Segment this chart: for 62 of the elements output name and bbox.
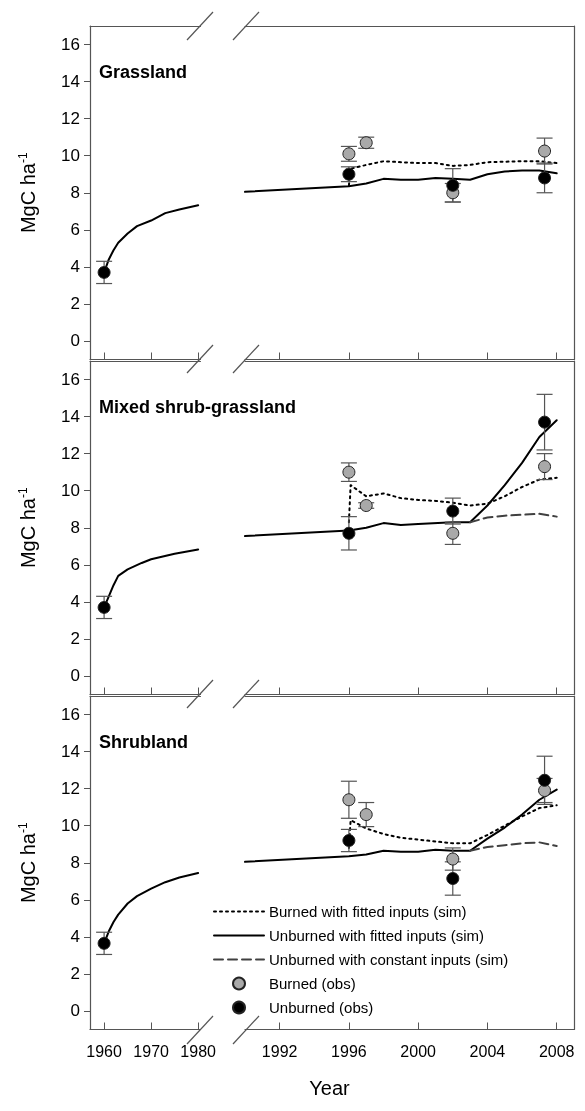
point bbox=[342, 834, 356, 848]
y-tick-label: 8 bbox=[70, 182, 80, 202]
point bbox=[342, 465, 356, 479]
x-tick-label: 2004 bbox=[469, 1043, 506, 1061]
y-tick-label: 8 bbox=[70, 517, 80, 537]
text: Grassland bbox=[99, 61, 188, 82]
point bbox=[342, 526, 356, 540]
point bbox=[538, 415, 552, 429]
point bbox=[446, 504, 460, 518]
y-tick-label: 10 bbox=[61, 480, 80, 500]
legend-label: Burned (obs) bbox=[269, 975, 356, 993]
y-tick-label: 6 bbox=[70, 554, 80, 574]
y-tick-label: 14 bbox=[61, 742, 80, 762]
y-tick-label: 10 bbox=[61, 145, 80, 165]
x-tick-label: 1960 bbox=[86, 1043, 122, 1061]
x-tick-label: 1992 bbox=[261, 1043, 298, 1061]
y-tick-label: 12 bbox=[61, 108, 80, 128]
x-tick-label: 1970 bbox=[133, 1043, 170, 1061]
x-tick-label: 1980 bbox=[180, 1043, 217, 1061]
point bbox=[446, 872, 460, 886]
y-tick-label: 0 bbox=[70, 1001, 80, 1021]
y-tick-label: 10 bbox=[61, 816, 80, 836]
point bbox=[359, 808, 373, 822]
y-tick-label: 0 bbox=[70, 666, 80, 686]
y-tick-label: 0 bbox=[70, 330, 80, 350]
x-axis-title: Year bbox=[309, 1076, 351, 1099]
y-tick-label: 12 bbox=[61, 443, 80, 463]
y-tick-label: 4 bbox=[70, 927, 80, 947]
y-tick-label: 14 bbox=[61, 71, 80, 91]
point bbox=[538, 459, 552, 473]
y-tick-label: 14 bbox=[61, 406, 80, 426]
text: Shrubland bbox=[99, 732, 188, 753]
legend-label: Unburned with fitted inputs (sim) bbox=[269, 927, 485, 945]
point bbox=[342, 793, 356, 807]
point bbox=[538, 170, 552, 184]
y-axis-title: MgC ha-1 bbox=[16, 151, 39, 233]
point bbox=[538, 774, 552, 788]
y-tick-label: 6 bbox=[70, 219, 80, 239]
y-tick-label: 4 bbox=[70, 256, 80, 276]
y-tick-label: 2 bbox=[70, 629, 80, 649]
point bbox=[446, 852, 460, 866]
y-tick-label: 16 bbox=[61, 34, 80, 54]
y-tick-label: 16 bbox=[61, 369, 80, 389]
x-tick-label: 2000 bbox=[400, 1043, 437, 1061]
y-tick-label: 8 bbox=[70, 853, 80, 873]
y-tick-label: 12 bbox=[61, 779, 80, 799]
y-tick-label: 2 bbox=[70, 964, 80, 984]
point bbox=[446, 178, 460, 192]
legend-label: Unburned (obs) bbox=[269, 999, 374, 1017]
text: Mixed shrub-grassland bbox=[99, 396, 297, 417]
point bbox=[538, 144, 552, 158]
y-axis-title: MgC ha-1 bbox=[16, 486, 39, 568]
y-tick-label: 16 bbox=[61, 705, 80, 725]
legend-label: Burned with fitted inputs (sim) bbox=[269, 903, 467, 921]
point bbox=[538, 784, 552, 798]
y-tick-label: 2 bbox=[70, 293, 80, 313]
x-tick-label: 2008 bbox=[538, 1043, 575, 1061]
y-tick-label: 4 bbox=[70, 592, 80, 612]
y-tick-label: 6 bbox=[70, 890, 80, 910]
x-tick-label: 1996 bbox=[331, 1043, 367, 1061]
y-axis-title: MgC ha-1 bbox=[16, 822, 39, 904]
legend-label: Unburned with constant inputs (sim) bbox=[269, 951, 509, 969]
